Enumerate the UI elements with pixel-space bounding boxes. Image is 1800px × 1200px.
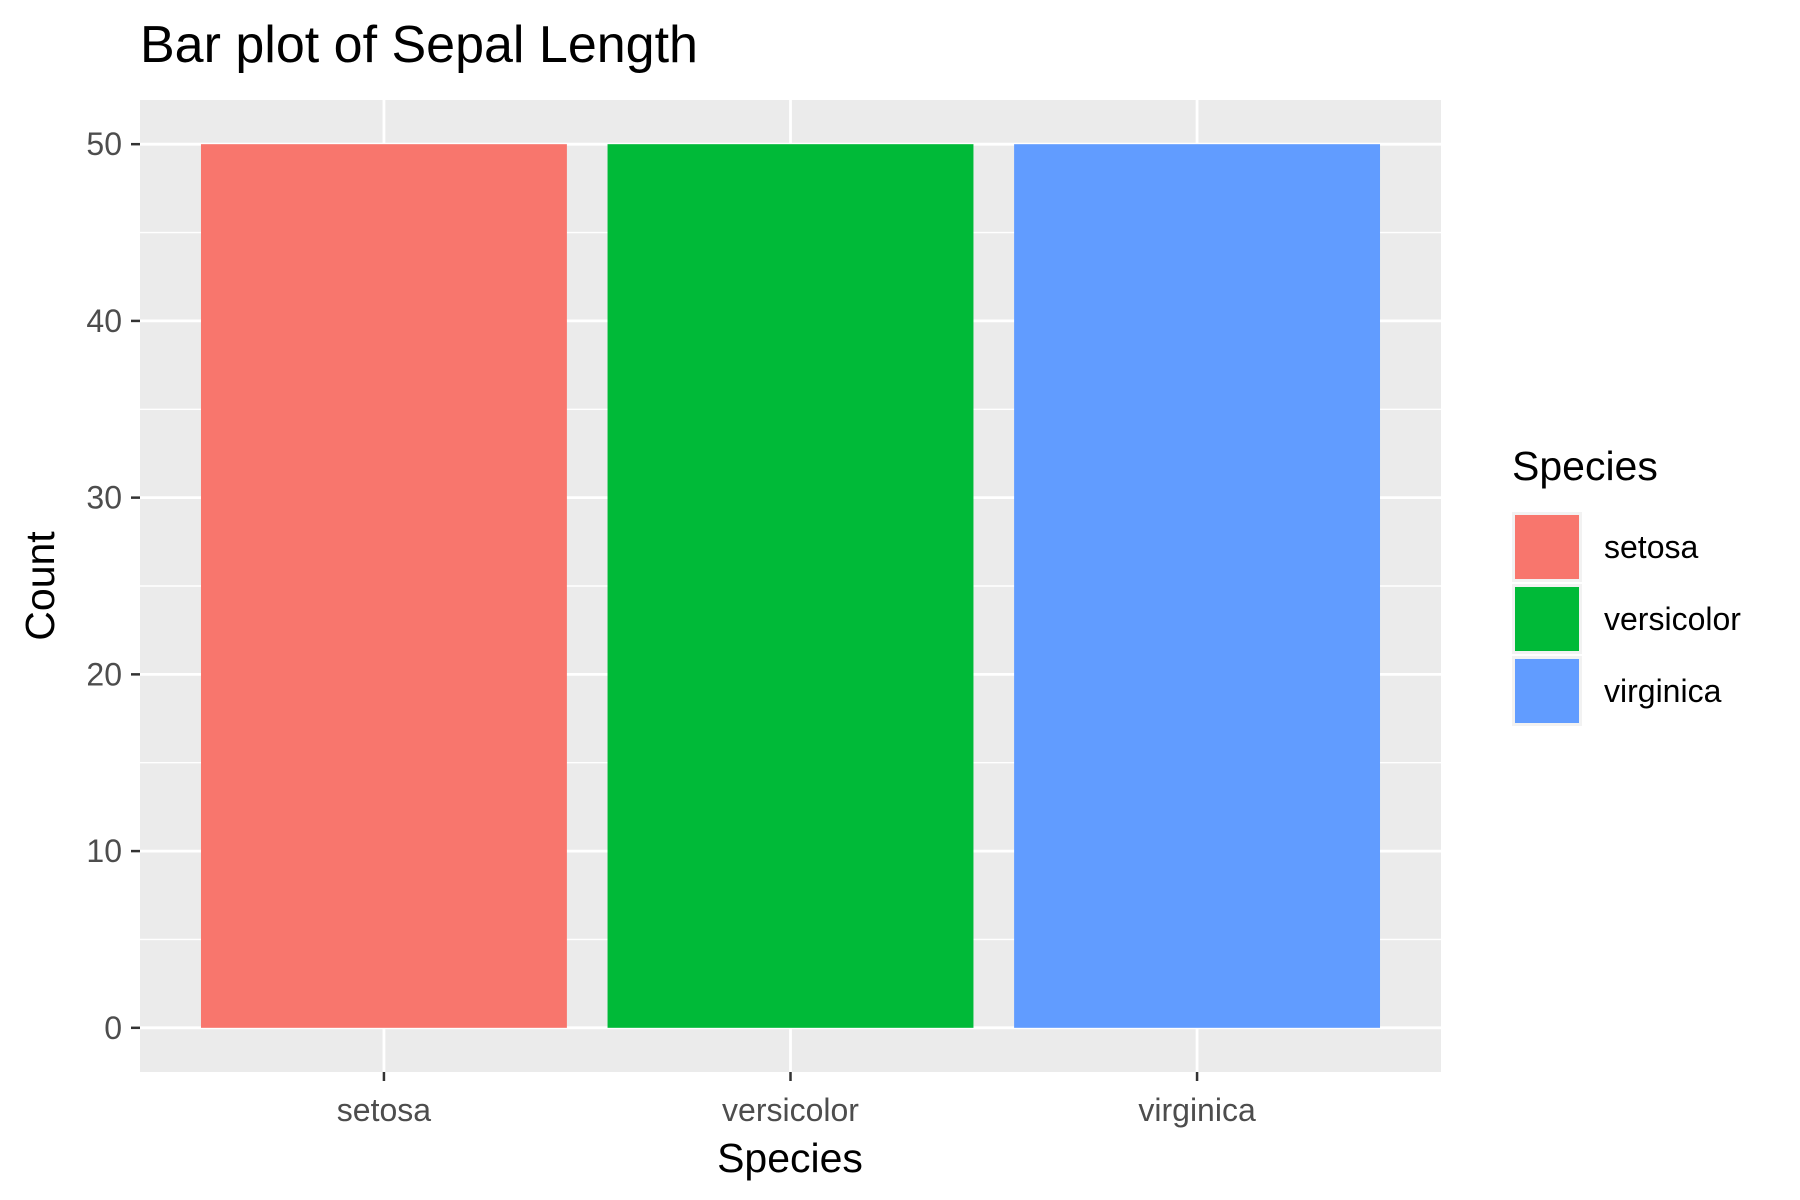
y-tick-label: 20 [86, 656, 122, 692]
legend-swatch-versicolor [1515, 587, 1579, 651]
y-tick-label: 40 [86, 303, 122, 339]
x-axis-title: Species [717, 1135, 863, 1181]
legend-label-virginica: virginica [1604, 673, 1722, 709]
y-axis: 0 10 20 30 40 50 [86, 126, 140, 1046]
x-tick-label: setosa [337, 1092, 431, 1128]
bar-versicolor [607, 144, 974, 1028]
x-tick-label: versicolor [722, 1092, 859, 1128]
y-tick-label: 0 [104, 1010, 122, 1046]
x-tick-label: virginica [1138, 1092, 1256, 1128]
y-tick-label: 30 [86, 480, 122, 516]
bar-setosa [200, 144, 567, 1028]
legend-title: Species [1512, 443, 1658, 489]
legend-swatch-virginica [1515, 659, 1579, 723]
y-axis-title: Count [17, 531, 63, 641]
y-tick-label: 10 [86, 833, 122, 869]
x-axis: setosa versicolor virginica [337, 1072, 1256, 1128]
bar-virginica [1014, 144, 1381, 1028]
bars-group [200, 144, 1381, 1028]
legend-swatch-setosa [1515, 515, 1579, 579]
chart-title: Bar plot of Sepal Length [140, 16, 698, 74]
y-tick-label: 50 [86, 126, 122, 162]
legend: Species setosa versicolor virginica [1512, 443, 1741, 726]
legend-label-versicolor: versicolor [1604, 601, 1741, 637]
legend-label-setosa: setosa [1604, 529, 1698, 565]
